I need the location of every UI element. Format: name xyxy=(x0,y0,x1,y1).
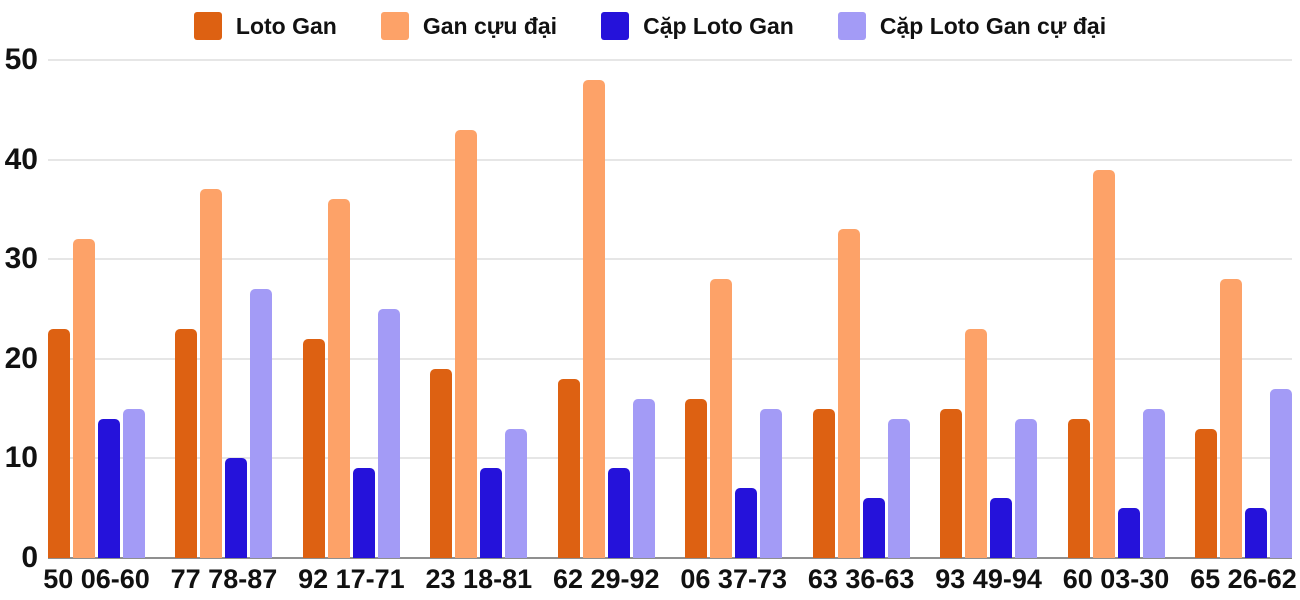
bar-3-5[interactable] xyxy=(760,408,783,558)
y-tick-label-40: 40 xyxy=(4,142,38,176)
bar-2-9[interactable] xyxy=(1244,508,1267,558)
x-tick-label-9: 65 26-62 xyxy=(1190,564,1297,594)
bar-1-4[interactable] xyxy=(582,79,605,558)
legend-label: Cặp Loto Gan cự đại xyxy=(879,12,1107,39)
bar-group-6 xyxy=(812,60,910,558)
bar-1-3[interactable] xyxy=(455,129,478,558)
x-tick-label-5: 06 37-73 xyxy=(680,564,787,594)
bar-2-2[interactable] xyxy=(352,468,375,558)
bar-group-0 xyxy=(48,60,145,558)
bar-3-7[interactable] xyxy=(1015,418,1038,558)
bar-2-8[interactable] xyxy=(1117,508,1140,558)
bar-1-1[interactable] xyxy=(200,189,223,558)
bar-group-7 xyxy=(940,60,1038,558)
bar-group-8 xyxy=(1067,60,1165,558)
y-tick-label-0: 0 xyxy=(21,541,38,574)
bar-2-0[interactable] xyxy=(98,418,120,558)
legend-item-0[interactable]: Loto Gan xyxy=(193,12,337,40)
bar-1-2[interactable] xyxy=(327,199,350,558)
x-tick-label-0: 50 06-60 xyxy=(43,564,150,594)
bar-group-5 xyxy=(685,60,783,558)
bar-0-8[interactable] xyxy=(1067,418,1090,558)
gridline-y-10 xyxy=(48,457,1292,460)
bar-0-3[interactable] xyxy=(430,368,453,558)
x-tick-label-2: 92 17-71 xyxy=(298,564,405,594)
y-tick-label-30: 30 xyxy=(4,242,38,276)
bar-group-9 xyxy=(1194,60,1292,558)
y-axis-labels: 0 10 20 30 40 50 xyxy=(0,45,40,573)
bar-group-2 xyxy=(302,60,400,558)
bar-0-0[interactable] xyxy=(48,328,70,558)
y-tick-label-20: 20 xyxy=(4,341,38,375)
x-tick-label-7: 93 49-94 xyxy=(935,564,1042,594)
bar-3-1[interactable] xyxy=(250,289,273,558)
bar-3-9[interactable] xyxy=(1269,388,1292,558)
bar-1-8[interactable] xyxy=(1092,169,1115,558)
legend-item-3[interactable]: Cặp Loto Gan cự đại xyxy=(837,12,1107,40)
bar-0-7[interactable] xyxy=(940,408,963,558)
legend-swatch-icon xyxy=(837,12,866,40)
bar-0-4[interactable] xyxy=(557,378,580,558)
bar-0-6[interactable] xyxy=(812,408,835,558)
legend-swatch-icon xyxy=(380,12,409,40)
bar-1-7[interactable] xyxy=(965,328,988,558)
bar-0-1[interactable] xyxy=(175,328,198,558)
bar-3-8[interactable] xyxy=(1142,408,1165,558)
bar-3-4[interactable] xyxy=(632,398,655,558)
bar-group-3 xyxy=(430,60,528,558)
bar-2-1[interactable] xyxy=(225,458,248,558)
x-tick-label-6: 63 36-63 xyxy=(807,564,915,594)
y-tick-label-10: 10 xyxy=(4,441,38,475)
bar-1-6[interactable] xyxy=(837,229,860,558)
plot-area xyxy=(48,59,1292,559)
legend-item-1[interactable]: Gan cựu đại xyxy=(380,12,558,40)
bar-3-0[interactable] xyxy=(123,408,145,558)
legend-label: Cặp Loto Gan xyxy=(643,12,794,39)
bar-1-0[interactable] xyxy=(73,239,95,558)
bar-1-5[interactable] xyxy=(710,279,733,558)
legend-label: Loto Gan xyxy=(235,12,337,39)
bar-2-5[interactable] xyxy=(735,488,758,558)
bar-1-9[interactable] xyxy=(1219,279,1242,558)
bar-group-1 xyxy=(175,60,273,558)
bar-0-9[interactable] xyxy=(1194,428,1217,558)
y-tick-label-50: 50 xyxy=(4,43,38,76)
bars-container xyxy=(48,60,1292,558)
bar-group-4 xyxy=(557,60,655,558)
bar-2-7[interactable] xyxy=(990,498,1013,558)
x-axis-baseline xyxy=(48,557,1292,559)
legend-swatch-icon xyxy=(601,12,630,40)
chart-legend: Loto Gan Gan cựu đại Cặp Loto Gan Cặp Loto … xyxy=(0,6,1300,46)
x-tick-label-4: 62 29-92 xyxy=(552,564,660,594)
gridline-y-30 xyxy=(48,258,1292,261)
bar-3-6[interactable] xyxy=(887,418,910,558)
bar-2-4[interactable] xyxy=(607,468,630,558)
x-tick-label-3: 23 18-81 xyxy=(425,564,533,594)
bar-3-3[interactable] xyxy=(505,428,528,558)
x-tick-label-1: 77 78-87 xyxy=(170,564,278,594)
bar-0-2[interactable] xyxy=(302,338,325,558)
legend-swatch-icon xyxy=(193,12,222,40)
bar-3-2[interactable] xyxy=(377,309,400,558)
bar-2-6[interactable] xyxy=(862,498,885,558)
legend-item-2[interactable]: Cặp Loto Gan xyxy=(601,12,794,40)
bar-0-5[interactable] xyxy=(685,398,708,558)
gridline-y-40 xyxy=(48,158,1292,161)
gridline-y-20 xyxy=(48,357,1292,360)
x-axis-labels: 50 06-60 77 78-87 92 17-71 23 18-81 62 29-92… xyxy=(43,564,1297,595)
gridline-y-50 xyxy=(48,59,1292,61)
x-tick-label-8: 60 03-30 xyxy=(1062,564,1170,594)
legend-label: Gan cựu đại xyxy=(422,12,558,39)
bar-2-3[interactable] xyxy=(480,468,503,558)
